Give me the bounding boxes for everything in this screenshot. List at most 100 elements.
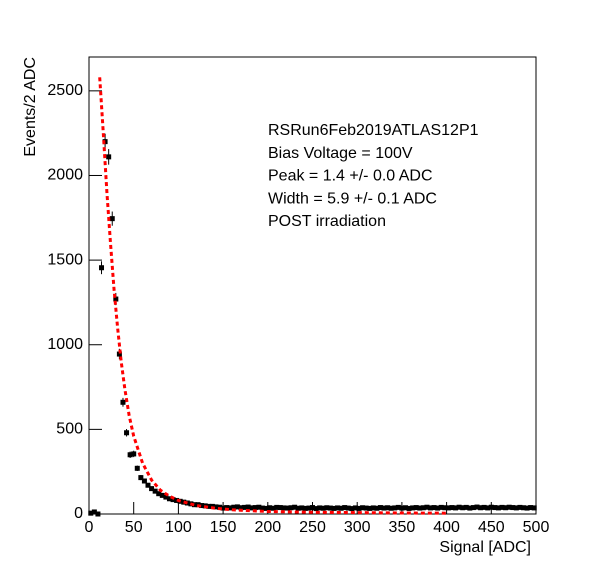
x-tick-label: 350 xyxy=(389,519,416,536)
x-tick-label: 0 xyxy=(85,519,94,536)
data-point xyxy=(213,504,219,510)
data-point xyxy=(460,505,466,511)
y-tick-label: 1000 xyxy=(47,336,83,353)
annotation: Width = 5.9 +/- 0.1 ADC xyxy=(268,190,437,207)
data-point xyxy=(263,505,269,511)
data-point xyxy=(420,505,426,511)
y-tick-label: 0 xyxy=(74,505,83,522)
fit-curve xyxy=(98,77,447,515)
data-point xyxy=(528,505,534,511)
data-point xyxy=(259,505,265,511)
data-point xyxy=(220,505,226,511)
data-point xyxy=(388,505,394,511)
data-point xyxy=(356,505,362,511)
annotation: RSRun6Feb2019ATLAS12P1 xyxy=(268,122,479,139)
y-tick-label: 500 xyxy=(56,421,83,438)
data-point xyxy=(445,505,451,511)
data-point xyxy=(324,505,330,511)
data-point xyxy=(88,510,94,516)
data-point xyxy=(141,478,147,484)
data-point xyxy=(499,504,505,510)
data-point xyxy=(352,505,358,511)
data-point xyxy=(381,505,387,511)
data-point xyxy=(367,505,373,511)
data-point xyxy=(417,505,423,511)
data-point xyxy=(431,505,437,511)
data-point xyxy=(145,482,151,488)
x-tick-label: 100 xyxy=(165,519,192,536)
data-point xyxy=(456,504,462,510)
x-axis-label: Signal [ADC] xyxy=(439,539,531,556)
data-point xyxy=(424,504,430,510)
x-tick-label: 400 xyxy=(433,519,460,536)
data-point xyxy=(453,505,459,511)
data-point xyxy=(277,505,283,511)
x-tick-label: 150 xyxy=(210,519,237,536)
data-point xyxy=(249,505,255,511)
data-point xyxy=(306,505,312,511)
data-point xyxy=(124,430,130,436)
x-tick-label: 50 xyxy=(125,519,143,536)
data-point xyxy=(274,504,280,510)
data-point xyxy=(120,399,126,405)
data-point xyxy=(492,505,498,511)
data-point xyxy=(245,504,251,510)
data-point xyxy=(159,492,165,498)
data-point xyxy=(449,505,455,511)
annotation: Peak = 1.4 +/- 0.0 ADC xyxy=(268,168,433,185)
data-point xyxy=(392,505,398,511)
data-point xyxy=(163,494,169,500)
data-point xyxy=(149,486,155,492)
data-point xyxy=(531,505,537,511)
data-point xyxy=(310,505,315,511)
data-point xyxy=(170,497,176,503)
data-point xyxy=(410,505,416,511)
data-point xyxy=(267,505,273,511)
data-point xyxy=(370,505,376,511)
data-point xyxy=(106,154,112,160)
data-point xyxy=(399,505,405,511)
data-point xyxy=(206,503,212,509)
x-tick-label: 250 xyxy=(299,519,326,536)
data-point xyxy=(342,505,348,511)
data-point xyxy=(488,504,494,510)
data-point xyxy=(495,505,501,511)
data-point xyxy=(224,505,230,511)
data-point xyxy=(238,505,244,511)
data-point xyxy=(481,504,487,510)
y-tick-label: 2500 xyxy=(47,82,83,99)
data-point xyxy=(485,505,491,511)
data-point xyxy=(109,216,115,222)
data-point xyxy=(284,505,290,511)
data-point xyxy=(463,504,469,510)
x-tick-label: 300 xyxy=(344,519,371,536)
data-point xyxy=(302,505,308,511)
annotation: POST irradiation xyxy=(268,213,386,230)
data-point xyxy=(377,505,383,511)
data-point xyxy=(191,502,197,508)
data-point xyxy=(256,504,262,510)
data-point xyxy=(156,491,162,497)
data-point xyxy=(428,505,434,511)
data-point xyxy=(152,488,158,494)
data-point xyxy=(438,504,444,510)
data-point xyxy=(317,505,323,511)
data-point xyxy=(331,505,337,511)
x-tick-label: 500 xyxy=(523,519,550,536)
data-point xyxy=(295,505,301,511)
data-point xyxy=(506,504,512,510)
y-tick-label: 2000 xyxy=(47,167,83,184)
data-point xyxy=(299,505,305,511)
data-point xyxy=(288,505,294,511)
data-point xyxy=(95,511,101,517)
data-point xyxy=(292,504,298,510)
data-point xyxy=(349,506,355,512)
data-point xyxy=(517,504,523,510)
data-point xyxy=(99,265,105,271)
data-point xyxy=(313,506,319,512)
data-point xyxy=(134,465,140,471)
data-point xyxy=(338,505,344,511)
data-point xyxy=(227,505,233,511)
data-point xyxy=(470,505,476,511)
